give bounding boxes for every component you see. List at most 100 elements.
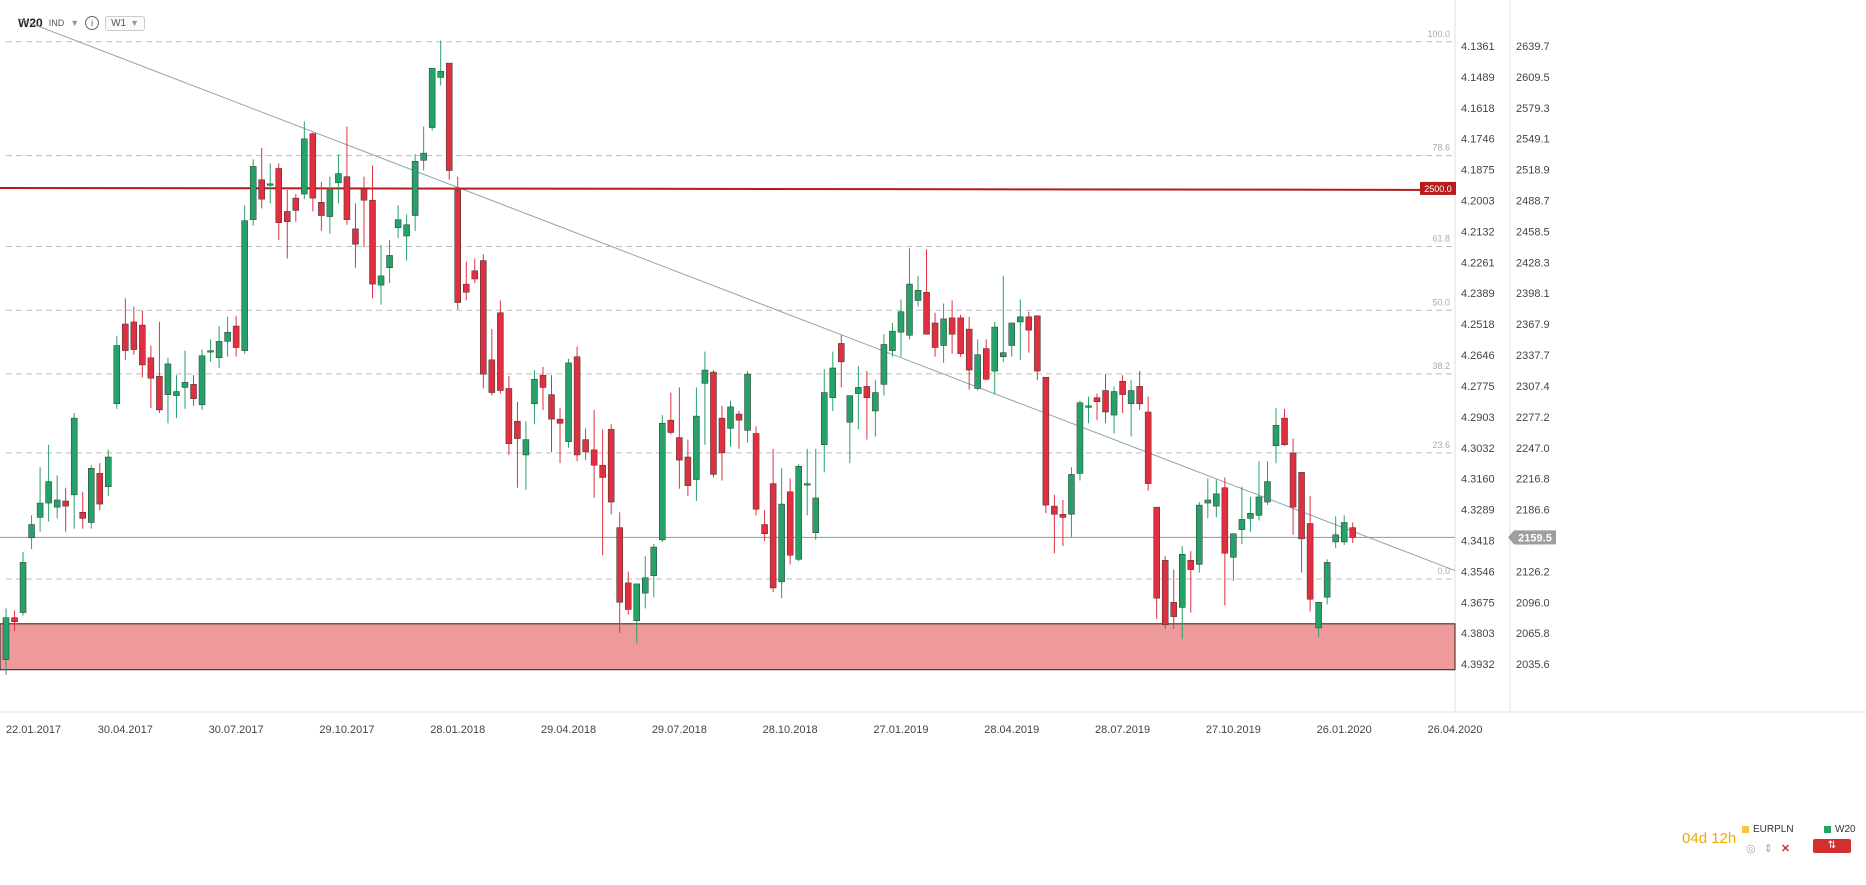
candle-body bbox=[1230, 533, 1237, 558]
secondary-y-tick-label: 4.3289 bbox=[1461, 505, 1495, 517]
secondary-y-tick-label: 4.3546 bbox=[1461, 566, 1495, 578]
secondary-y-tick-label: 4.3418 bbox=[1461, 536, 1495, 548]
secondary-y-tick-label: 4.1361 bbox=[1461, 41, 1495, 53]
candle-body bbox=[923, 292, 930, 335]
bullish-candle bbox=[650, 543, 658, 598]
candle-body bbox=[965, 328, 973, 371]
candle-body bbox=[1289, 452, 1297, 508]
bullish-candle bbox=[1076, 400, 1084, 481]
candle-body bbox=[497, 312, 504, 391]
bearish-candle bbox=[130, 306, 138, 355]
candle-body bbox=[1085, 405, 1092, 408]
support-zone bbox=[0, 623, 1456, 671]
legend-controls: ◎ ⇕ ✕ bbox=[1746, 842, 1790, 855]
candle-body bbox=[624, 582, 632, 610]
candle-body bbox=[318, 201, 325, 216]
axes-layer: 2639.7 2609.5 2579.3 2549.1 2518.9 2488.7 2458… bbox=[0, 0, 1866, 736]
secondary-y-tick-label: 4.2903 bbox=[1461, 412, 1495, 424]
candle-body bbox=[1161, 560, 1169, 626]
bearish-candle bbox=[582, 428, 589, 461]
timeframe-selector[interactable]: W1 ▼ bbox=[105, 15, 146, 31]
y-tick-label: 2398.1 bbox=[1516, 288, 1550, 300]
y-tick-label: 2549.1 bbox=[1516, 134, 1550, 146]
candle-body bbox=[36, 502, 44, 518]
candle-body bbox=[565, 362, 572, 442]
candle-body bbox=[727, 406, 734, 429]
move-icon[interactable]: ⇕ bbox=[1763, 843, 1773, 855]
chevron-down-icon[interactable]: ▼ bbox=[70, 18, 80, 28]
bullish-candle bbox=[2, 608, 10, 675]
bullish-candle bbox=[1340, 515, 1348, 546]
candle-body bbox=[96, 473, 104, 505]
bearish-candle bbox=[761, 510, 768, 541]
y-tick-label: 2337.7 bbox=[1516, 350, 1550, 362]
bearish-candle bbox=[710, 370, 717, 478]
candle-body bbox=[914, 289, 922, 301]
bearish-candle bbox=[369, 165, 376, 299]
legend-item-w20[interactable]: W20 bbox=[1824, 824, 1856, 835]
candle-body bbox=[880, 344, 888, 385]
eye-icon[interactable]: ◎ bbox=[1746, 843, 1756, 855]
candle-body bbox=[394, 219, 402, 229]
candle-body bbox=[531, 378, 538, 405]
candle-body bbox=[684, 456, 692, 486]
candle-body bbox=[488, 359, 496, 393]
candle-body bbox=[224, 331, 231, 342]
bullish-candle bbox=[659, 415, 666, 542]
x-tick-label: 28.10.2018 bbox=[763, 724, 818, 736]
bearish-candle bbox=[1170, 569, 1177, 629]
bearish-candle bbox=[514, 401, 521, 488]
bullish-candle bbox=[565, 358, 572, 448]
bullish-candle bbox=[215, 326, 223, 368]
bullish-candle bbox=[829, 351, 837, 411]
labels-layer: 2500.0 2159.5 bbox=[1420, 181, 1556, 545]
candle-body bbox=[1025, 316, 1033, 331]
secondary-y-tick-label: 4.3803 bbox=[1461, 628, 1495, 640]
bullish-candle bbox=[19, 552, 27, 616]
bullish-candle bbox=[522, 421, 530, 490]
candle-body bbox=[752, 433, 760, 510]
bearish-candle bbox=[931, 312, 939, 357]
candle-body bbox=[79, 512, 86, 519]
bullish-candle bbox=[778, 468, 785, 599]
candle-body bbox=[1110, 391, 1118, 416]
candle-body bbox=[1247, 513, 1254, 519]
candle-body bbox=[241, 220, 248, 351]
chart-toolbar: W20 IND ▼ i W1 ▼ bbox=[18, 12, 146, 34]
close-icon[interactable]: ✕ bbox=[1780, 843, 1791, 855]
bearish-candle bbox=[1289, 438, 1297, 535]
candle-body bbox=[607, 429, 615, 503]
candle-body bbox=[266, 183, 274, 186]
bullish-candle bbox=[1272, 407, 1280, 464]
bearish-candle bbox=[1144, 396, 1152, 491]
candle-body bbox=[539, 374, 547, 388]
x-tick-label: 26.04.2020 bbox=[1427, 724, 1482, 736]
price-direction-badge[interactable]: ⇅ bbox=[1813, 839, 1851, 853]
bullish-candle bbox=[105, 449, 112, 496]
y-tick-label: 2428.3 bbox=[1516, 257, 1550, 269]
bullish-candle bbox=[872, 380, 879, 437]
countdown-hours-unit: h bbox=[1727, 830, 1737, 847]
x-tick-label: 29.04.2018 bbox=[541, 724, 596, 736]
candle-body bbox=[718, 417, 726, 454]
bullish-candle bbox=[249, 159, 257, 226]
candle-body bbox=[343, 176, 351, 220]
bearish-candle bbox=[1161, 556, 1169, 629]
bearish-candle bbox=[735, 410, 743, 449]
legend-item-eurpln[interactable]: EURPLN bbox=[1742, 824, 1794, 835]
info-icon[interactable]: i bbox=[85, 16, 100, 30]
candle-body bbox=[1093, 397, 1101, 403]
bullish-candle bbox=[880, 334, 888, 396]
candle-body bbox=[1051, 505, 1058, 515]
candle-body bbox=[173, 391, 180, 396]
countdown-days: 04 bbox=[1682, 830, 1699, 847]
candle-body bbox=[190, 384, 197, 399]
chevron-down-icon: ▼ bbox=[130, 18, 140, 28]
timeframe-label: W1 bbox=[111, 17, 127, 29]
candle-body bbox=[710, 371, 717, 475]
secondary-y-tick-label: 4.2261 bbox=[1461, 257, 1495, 269]
secondary-y-tick-label: 4.2518 bbox=[1461, 319, 1495, 331]
candle-body bbox=[471, 270, 479, 280]
bullish-candle bbox=[846, 395, 854, 464]
